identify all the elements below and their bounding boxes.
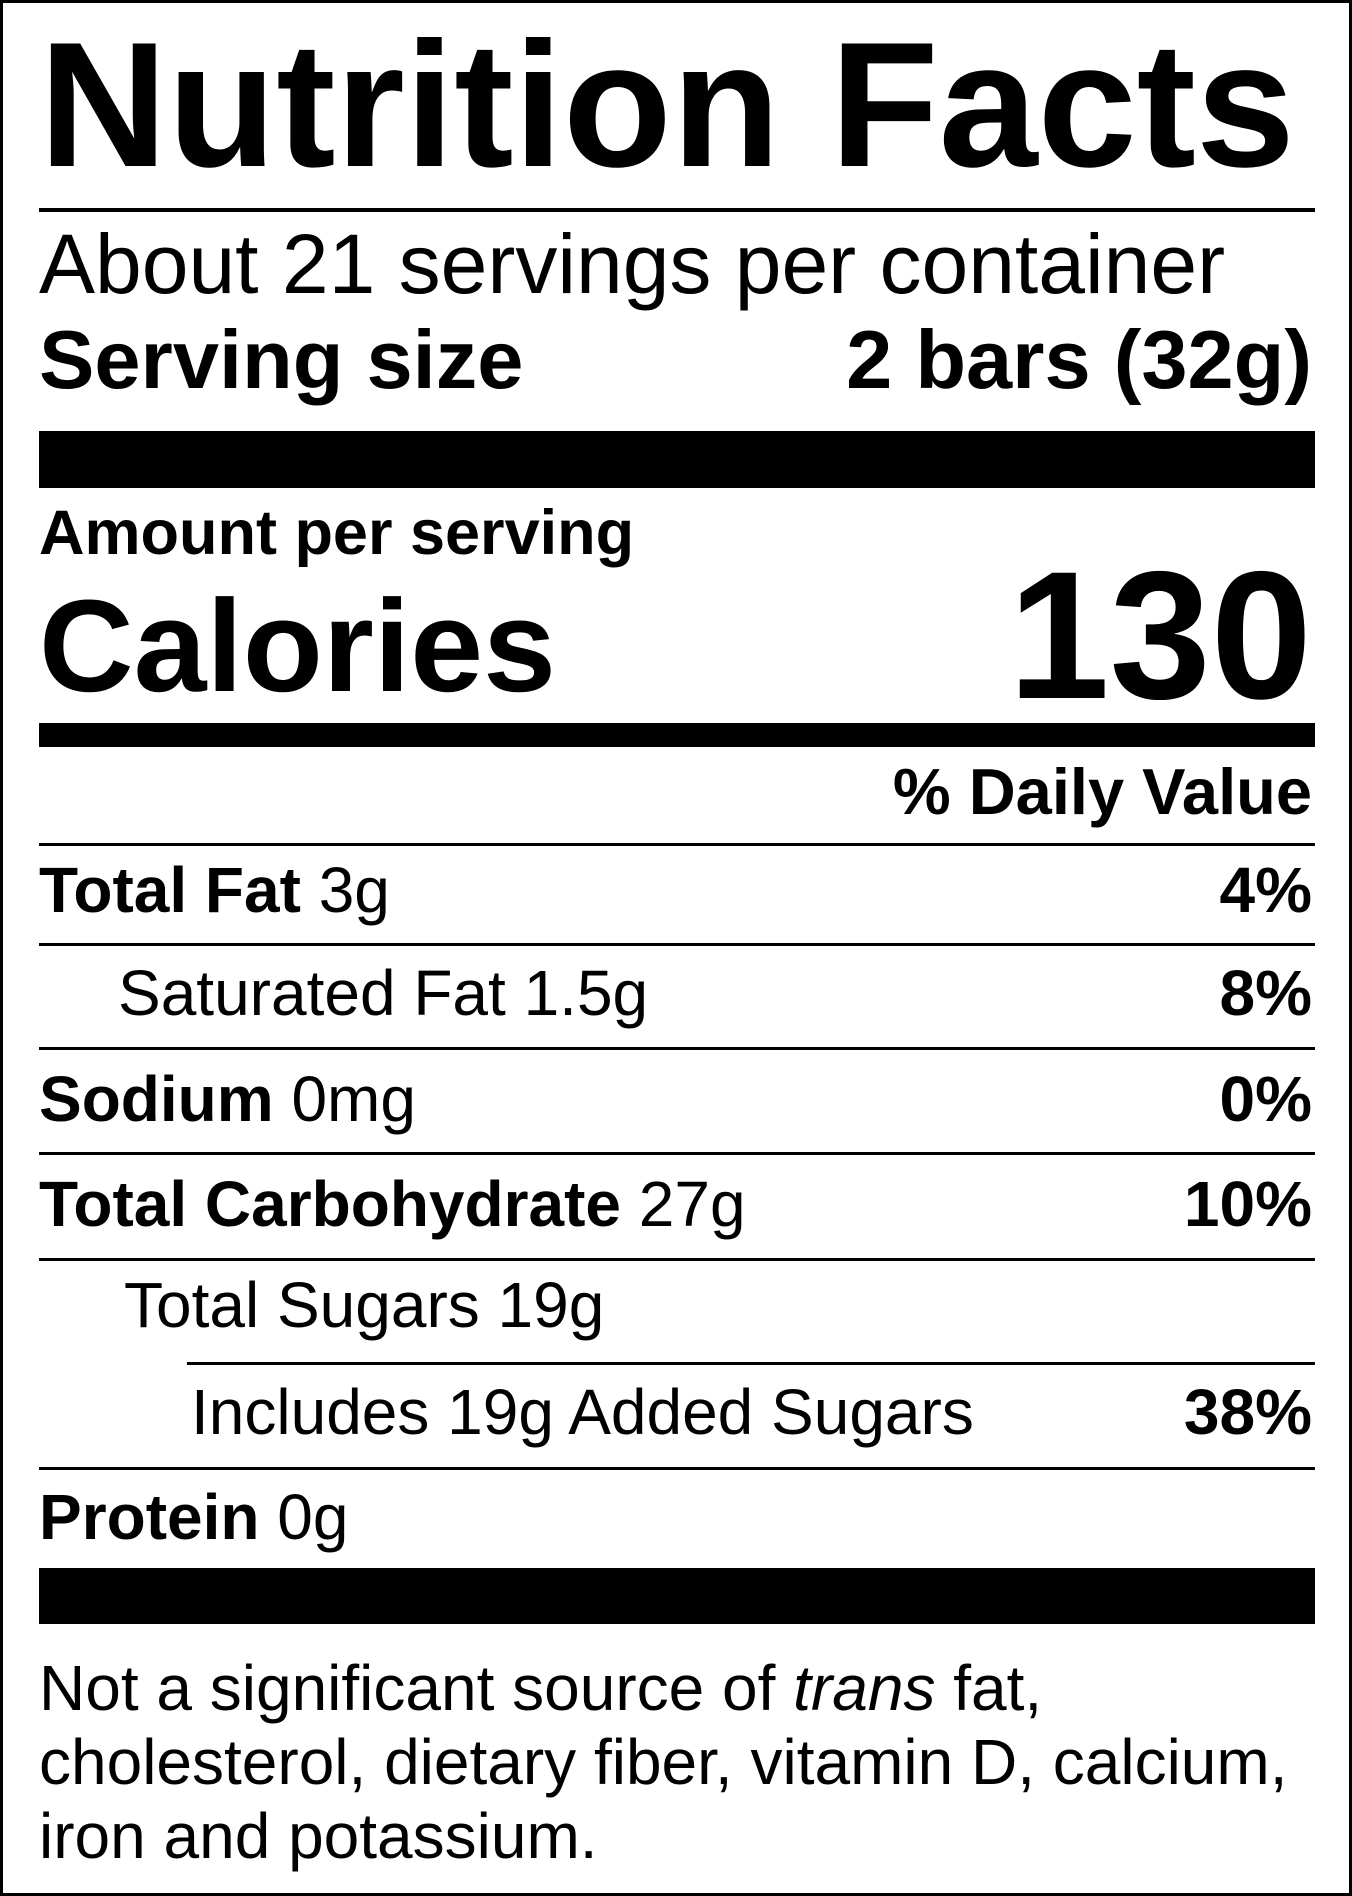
calories-label: Calories xyxy=(39,572,556,719)
nutrient-row-added-sugars: Includes 19g Added Sugars xyxy=(191,1376,974,1448)
nutrient-amount: 27g xyxy=(638,1168,746,1240)
divider xyxy=(39,943,1315,946)
nutrient-dv: 8% xyxy=(1219,957,1313,1029)
label-title: Nutrition Facts xyxy=(39,5,1295,204)
divider xyxy=(39,1258,1315,1261)
nutrient-name: Total Fat xyxy=(39,854,301,926)
nutrient-amount: 3g xyxy=(318,854,390,926)
nutrient-name: Saturated Fat xyxy=(118,957,506,1029)
footnote-text: fat, cholesterol, dietary fiber, vitamin… xyxy=(39,1652,1288,1872)
nutrient-row-total-carbohydrate: Total Carbohydrate 27g xyxy=(39,1172,746,1236)
medium-divider xyxy=(39,723,1315,747)
thick-divider xyxy=(39,431,1315,488)
nutrient-row-saturated-fat: Saturated Fat 1.5g xyxy=(118,961,648,1025)
nutrient-amount: 0g xyxy=(277,1481,349,1553)
serving-size-value: 2 bars (32g) xyxy=(846,313,1312,406)
divider xyxy=(187,1362,1315,1365)
nutrient-name: Sodium xyxy=(39,1063,274,1135)
nutrient-amount: 1.5g xyxy=(523,957,649,1029)
divider xyxy=(39,843,1315,846)
nutrient-row-total-fat: Total Fat 3g xyxy=(39,858,390,922)
amount-per-serving: Amount per serving xyxy=(39,498,635,568)
serving-size-label: Serving size xyxy=(39,313,524,406)
divider xyxy=(39,1467,1315,1470)
daily-value-header: % Daily Value xyxy=(892,755,1312,828)
footnote-text: Not a significant source of xyxy=(39,1652,794,1724)
divider xyxy=(39,208,1315,212)
calories-value: 130 xyxy=(1008,533,1312,737)
nutrient-row-sodium: Sodium 0mg xyxy=(39,1067,416,1131)
footnote: Not a significant source of trans fat, c… xyxy=(39,1651,1309,1873)
nutrient-amount: 19g xyxy=(497,1269,605,1341)
nutrient-name: Total Sugars xyxy=(124,1269,480,1341)
nutrient-dv: 38% xyxy=(1183,1376,1312,1448)
servings-per-container: About 21 servings per container xyxy=(39,217,1226,311)
footnote-italic: trans xyxy=(793,1652,936,1724)
nutrient-dv: 4% xyxy=(1219,854,1313,926)
divider xyxy=(39,1152,1315,1155)
nutrient-dv: 10% xyxy=(1183,1168,1312,1240)
nutrient-dv: 0% xyxy=(1219,1063,1313,1135)
nutrient-name: Protein xyxy=(39,1481,260,1553)
nutrient-amount: 0mg xyxy=(291,1063,416,1135)
nutrient-row-protein: Protein 0g xyxy=(39,1485,348,1549)
thick-divider xyxy=(39,1568,1315,1624)
divider xyxy=(39,1047,1315,1050)
nutrient-name: Total Carbohydrate xyxy=(39,1168,621,1240)
nutrient-row-total-sugars: Total Sugars 19g xyxy=(124,1273,604,1337)
